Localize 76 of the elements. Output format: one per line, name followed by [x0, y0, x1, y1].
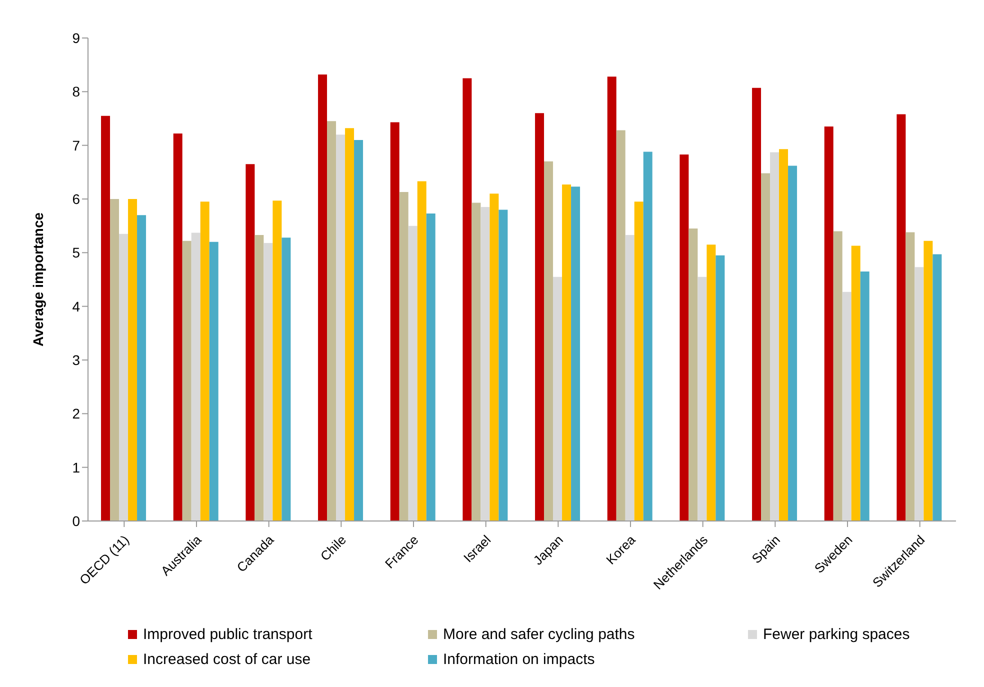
bar	[272, 200, 282, 521]
bar	[336, 134, 346, 521]
bar	[408, 226, 418, 521]
bar	[345, 128, 354, 521]
y-tick-label: 0	[72, 512, 80, 529]
bar	[282, 238, 291, 521]
bar	[544, 161, 554, 521]
bar	[119, 234, 128, 521]
bar	[182, 240, 192, 521]
bar	[625, 234, 634, 521]
bar	[688, 228, 698, 521]
legend-label: Improved public transport	[143, 626, 312, 643]
bar	[480, 207, 490, 521]
bar	[327, 121, 336, 521]
bar	[716, 255, 725, 521]
bar	[399, 192, 408, 521]
bar	[833, 231, 842, 521]
y-tick-label: 6	[72, 190, 80, 207]
bar	[191, 232, 200, 521]
bar	[924, 240, 933, 521]
bar	[209, 242, 218, 521]
bar	[914, 267, 924, 521]
bar	[498, 210, 508, 521]
legend-label: More and safer cycling paths	[443, 626, 635, 643]
bar	[128, 199, 138, 521]
bar	[254, 234, 264, 521]
bar	[906, 232, 915, 521]
bar	[264, 243, 273, 521]
bar	[417, 181, 426, 521]
bar	[616, 130, 626, 521]
bar	[698, 276, 707, 521]
bar	[472, 202, 481, 521]
y-tick-label: 9	[72, 30, 80, 46]
bar	[390, 122, 400, 521]
bar	[318, 74, 328, 521]
bar	[354, 140, 364, 521]
bar	[680, 154, 689, 521]
bar	[752, 88, 762, 521]
y-tick-label: 8	[72, 84, 80, 100]
bar	[932, 254, 942, 521]
y-tick-label: 1	[72, 459, 80, 476]
y-axis-title: Average importance	[30, 212, 46, 347]
bar	[896, 114, 906, 521]
y-tick-label: 7	[72, 137, 80, 154]
bar	[851, 246, 860, 521]
bar	[562, 184, 572, 521]
y-tick-label: 4	[72, 298, 80, 314]
bar	[137, 215, 146, 521]
bar	[842, 292, 852, 521]
bar	[426, 213, 436, 521]
bar	[824, 126, 834, 521]
bar	[761, 173, 770, 521]
y-tick-label: 3	[72, 352, 80, 368]
bar	[553, 276, 562, 521]
legend-label: Information on impacts	[443, 651, 595, 668]
bar	[462, 78, 472, 521]
bar	[535, 113, 544, 521]
bar	[770, 152, 780, 521]
bar	[200, 202, 210, 521]
bar	[101, 116, 110, 521]
bar	[788, 166, 798, 521]
legend-label: Increased cost of car use	[143, 651, 311, 668]
bar	[607, 76, 616, 521]
bar	[643, 152, 652, 521]
bar	[173, 134, 182, 521]
bar	[110, 199, 120, 521]
legend-label: Fewer parking spaces	[763, 626, 910, 643]
bar	[571, 186, 580, 521]
y-tick-label: 5	[72, 244, 80, 261]
bar	[246, 164, 255, 521]
bar	[490, 194, 499, 521]
y-tick-label: 2	[72, 406, 80, 422]
bar	[779, 149, 788, 521]
bar	[860, 271, 870, 521]
bar	[706, 244, 716, 521]
bar	[634, 202, 644, 521]
